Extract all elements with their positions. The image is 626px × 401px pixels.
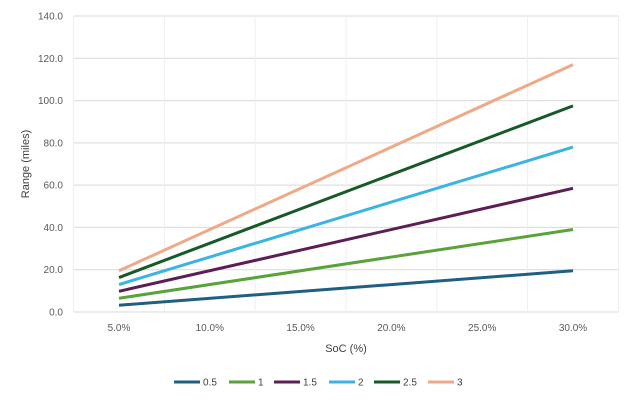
legend: 0.5 1 1.5 2 2.5 3: [174, 378, 463, 389]
x-axis-ticks: 5.0% 10.0% 15.0% 20.0% 25.0% 30.0%: [108, 323, 588, 334]
y-tick-label: 60.0: [44, 181, 64, 192]
legend-label: 2: [358, 378, 364, 389]
legend-label: 0.5: [203, 378, 217, 389]
series-line-0.5: [118, 269, 574, 307]
y-tick-label: 20.0: [44, 265, 64, 276]
y-axis-ticks: 0.0 20.0 40.0 60.0 80.0 100.0 120.0 140.0: [38, 12, 63, 319]
y-axis-title: Range (miles): [20, 130, 32, 198]
x-tick-label: 25.0%: [468, 323, 496, 334]
x-tick-label: 15.0%: [286, 323, 314, 334]
series-line-2: [118, 145, 574, 286]
legend-label: 2.5: [403, 378, 417, 389]
series-line-2.5: [118, 104, 574, 279]
y-tick-label: 80.0: [44, 138, 64, 149]
x-tick-label: 20.0%: [377, 323, 405, 334]
series-line-3: [118, 63, 574, 273]
series-lines: [118, 63, 574, 307]
y-tick-label: 100.0: [38, 96, 63, 107]
y-tick-label: 0.0: [49, 308, 63, 319]
y-tick-label: 40.0: [44, 223, 64, 234]
x-tick-label: 5.0%: [108, 323, 131, 334]
x-tick-label: 10.0%: [196, 323, 224, 334]
category-gridlines: [73, 16, 619, 312]
legend-label: 1: [258, 378, 264, 389]
series-line-1.5: [118, 186, 574, 293]
y-tick-label: 120.0: [38, 54, 63, 65]
x-tick-label: 30.0%: [559, 323, 587, 334]
legend-label: 1.5: [303, 378, 317, 389]
y-tick-label: 140.0: [38, 12, 63, 23]
legend-label: 3: [457, 378, 463, 389]
x-axis-title: SoC (%): [325, 343, 367, 355]
series-line-1: [118, 228, 574, 300]
